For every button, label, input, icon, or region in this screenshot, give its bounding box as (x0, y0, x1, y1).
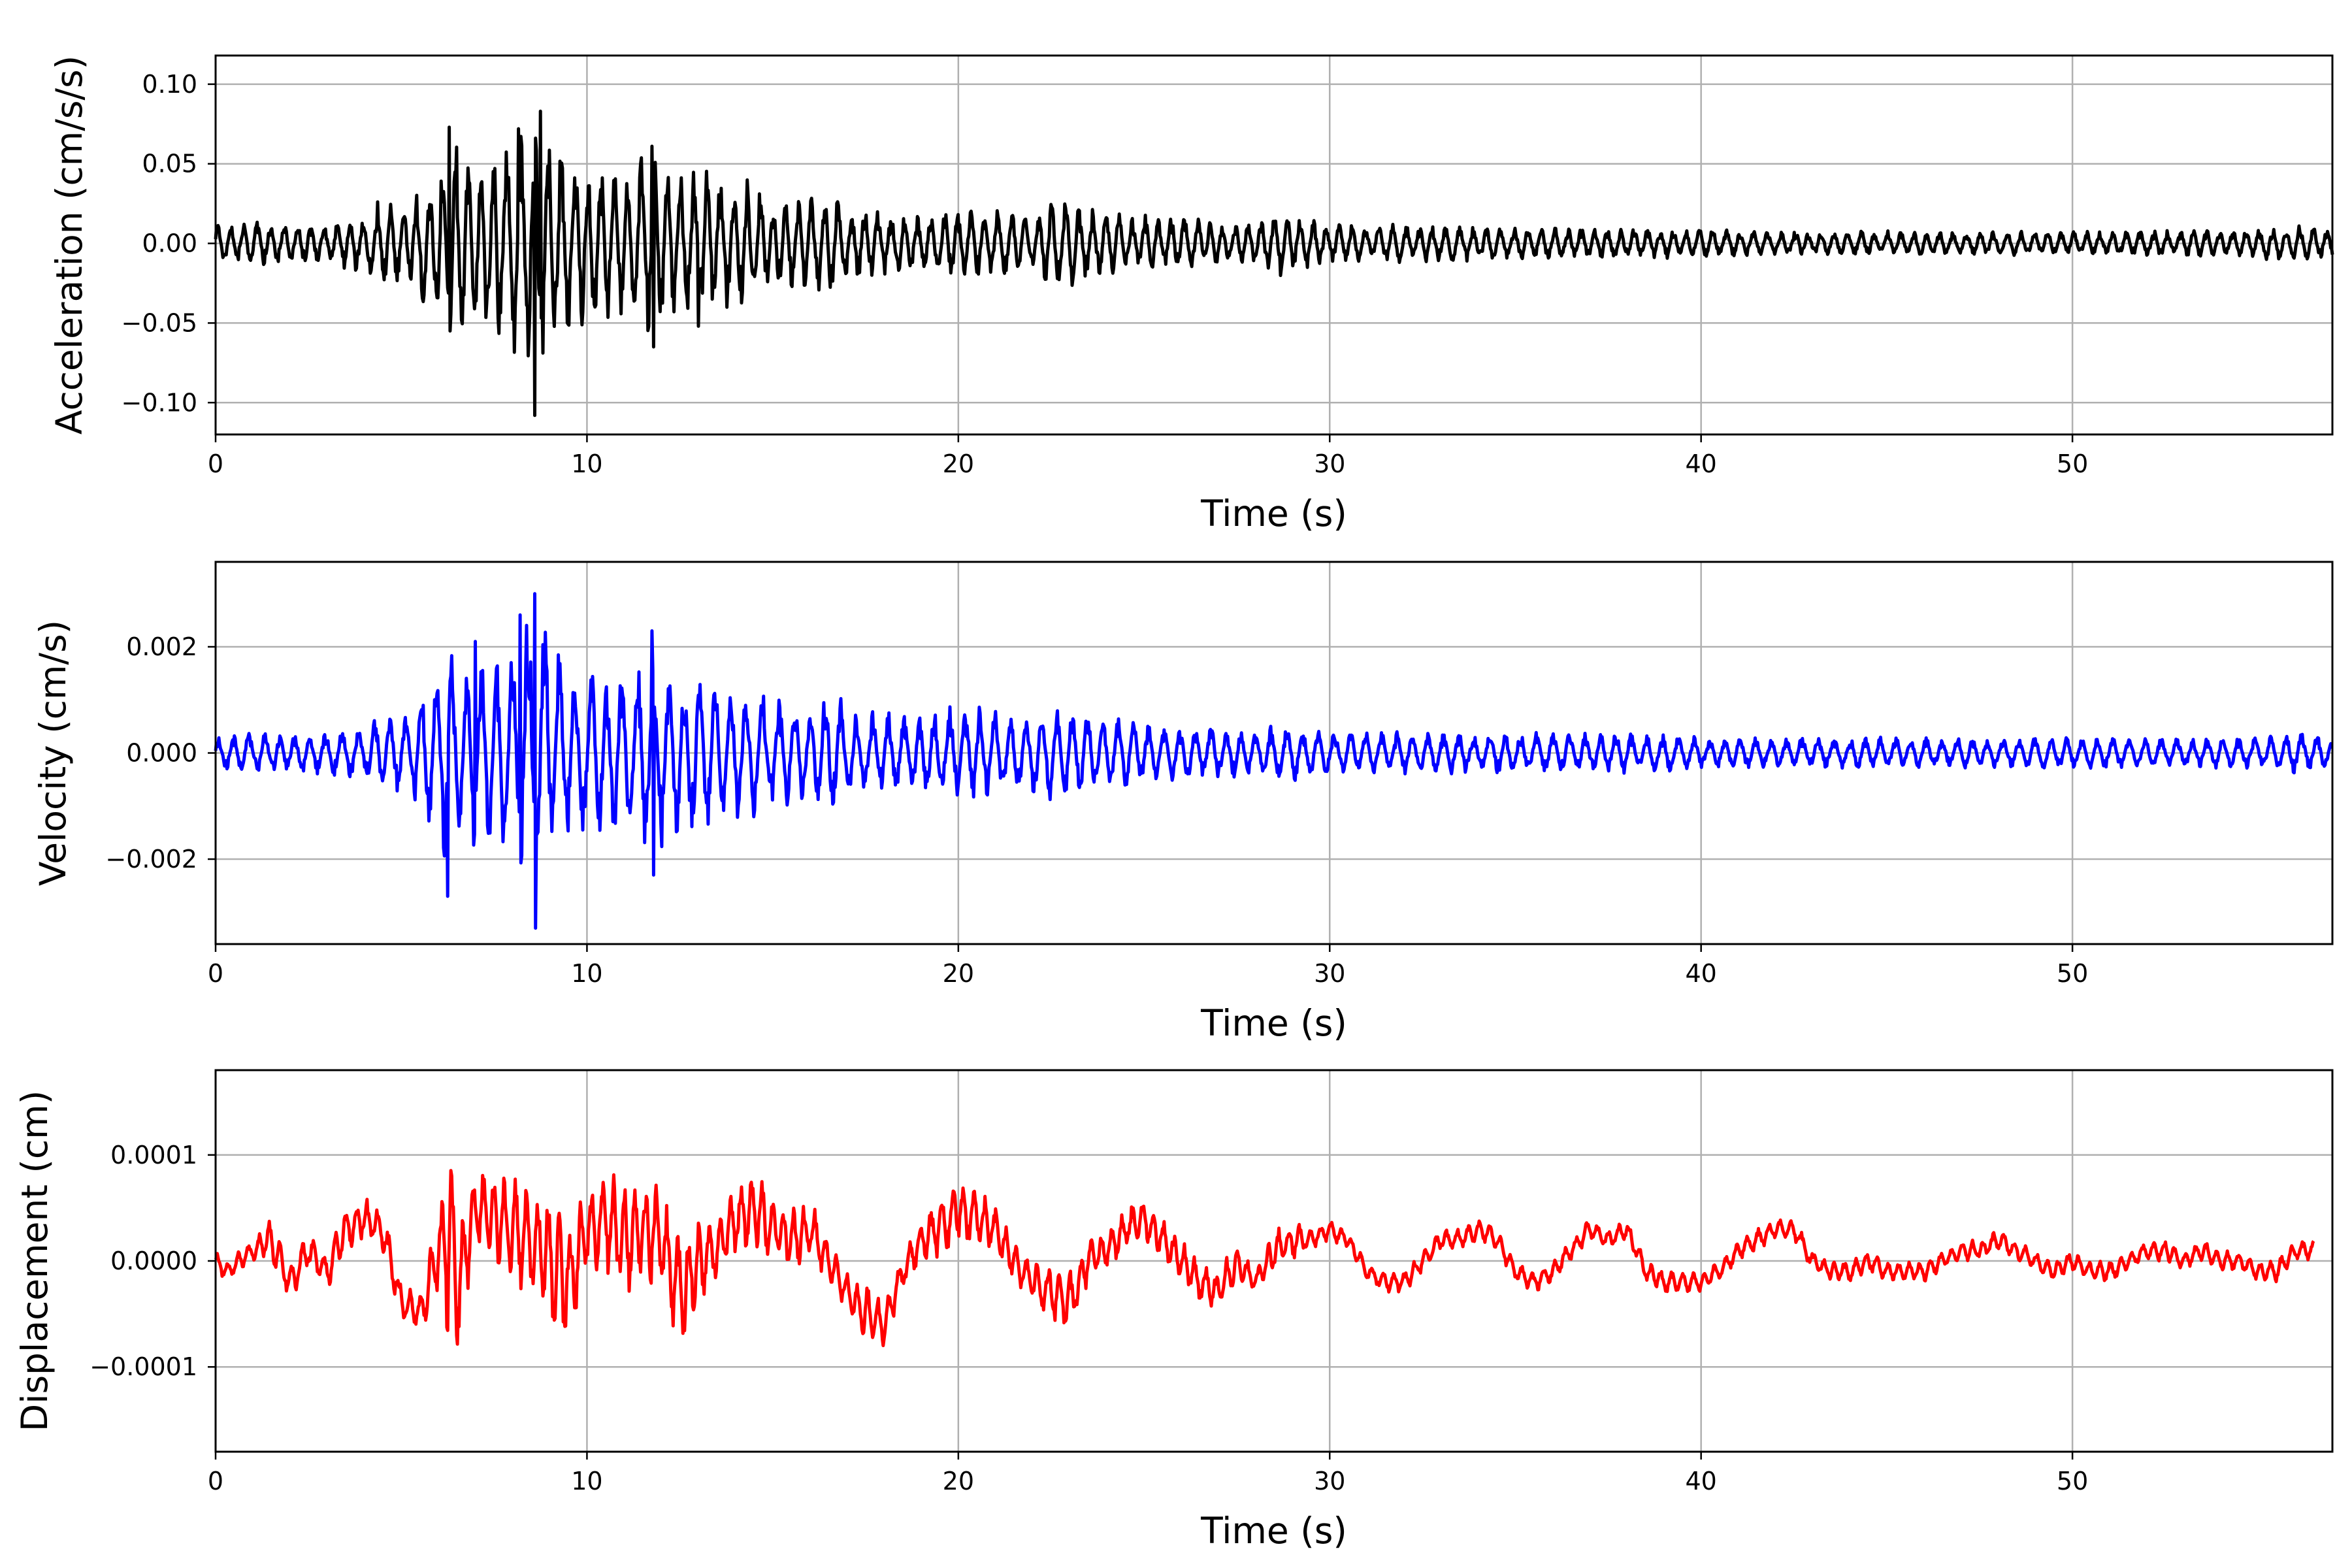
displacement-series-line (214, 1169, 2315, 1347)
displacement-panel: 0 10 20 30 40 50 −0.0001 0.0000 0.0001 Time (s) Di… (14, 1069, 2334, 1552)
acceleration-x-tick-label: 20 (943, 449, 974, 478)
velocity-y-tick-label: 0.000 (126, 739, 197, 768)
acceleration-x-tick-label: 0 (208, 449, 223, 478)
acceleration-x-tick-label: 30 (1314, 449, 1345, 478)
displacement-x-tick-label: 40 (1686, 1467, 1717, 1495)
acceleration-axes-frame (214, 54, 2334, 436)
velocity-x-tick-label: 50 (2057, 959, 2088, 988)
displacement-x-tick-label: 10 (571, 1467, 602, 1495)
velocity-panel: 0 10 20 30 40 50 −0.002 0.000 0.002 Time (s) Veloc… (32, 561, 2334, 1044)
acceleration-y-tick-label: −0.10 (122, 388, 197, 417)
velocity-y-axis-label: Velocity (cm/s) (32, 620, 74, 886)
displacement-x-axis-label: Time (s) (1200, 1510, 1347, 1552)
displacement-x-tick-label: 30 (1314, 1467, 1345, 1495)
acceleration-y-tick-label: 0.10 (142, 70, 197, 99)
velocity-x-tick-label: 0 (208, 959, 223, 988)
acceleration-series-line (214, 109, 2334, 417)
acceleration-x-tick-label: 40 (1686, 449, 1717, 478)
displacement-y-tick-label: −0.0001 (90, 1352, 197, 1381)
acceleration-panel: 0 10 20 30 40 50 −0.10 −0.05 0.00 0.05 0.10 Time (s… (48, 54, 2334, 534)
velocity-y-tick-label: 0.002 (126, 632, 197, 661)
velocity-x-tick-label: 40 (1686, 959, 1717, 988)
acceleration-x-axis-label: Time (s) (1200, 493, 1347, 534)
displacement-x-tick-label: 50 (2057, 1467, 2088, 1495)
acceleration-y-tick-label: −0.05 (122, 308, 197, 337)
velocity-x-tick-label: 20 (943, 959, 974, 988)
velocity-series-line (214, 592, 2334, 930)
velocity-x-tick-label: 30 (1314, 959, 1345, 988)
displacement-x-tick-label: 20 (943, 1467, 974, 1495)
velocity-x-tick-label: 10 (571, 959, 602, 988)
velocity-x-axis-label: Time (s) (1200, 1002, 1347, 1044)
displacement-y-tick-label: 0.0000 (110, 1247, 197, 1275)
displacement-y-axis-label: Displacement (cm) (14, 1090, 56, 1431)
displacement-y-tick-label: 0.0001 (110, 1141, 197, 1169)
acceleration-y-tick-label: 0.05 (142, 150, 197, 178)
velocity-y-tick-label: −0.002 (105, 845, 197, 874)
acceleration-y-axis-label: Acceleration (cm/s/s) (48, 56, 90, 434)
acceleration-y-tick-label: 0.00 (142, 229, 197, 258)
acceleration-x-tick-label: 10 (571, 449, 602, 478)
acceleration-x-tick-label: 50 (2057, 449, 2088, 478)
displacement-x-tick-label: 0 (208, 1467, 223, 1495)
